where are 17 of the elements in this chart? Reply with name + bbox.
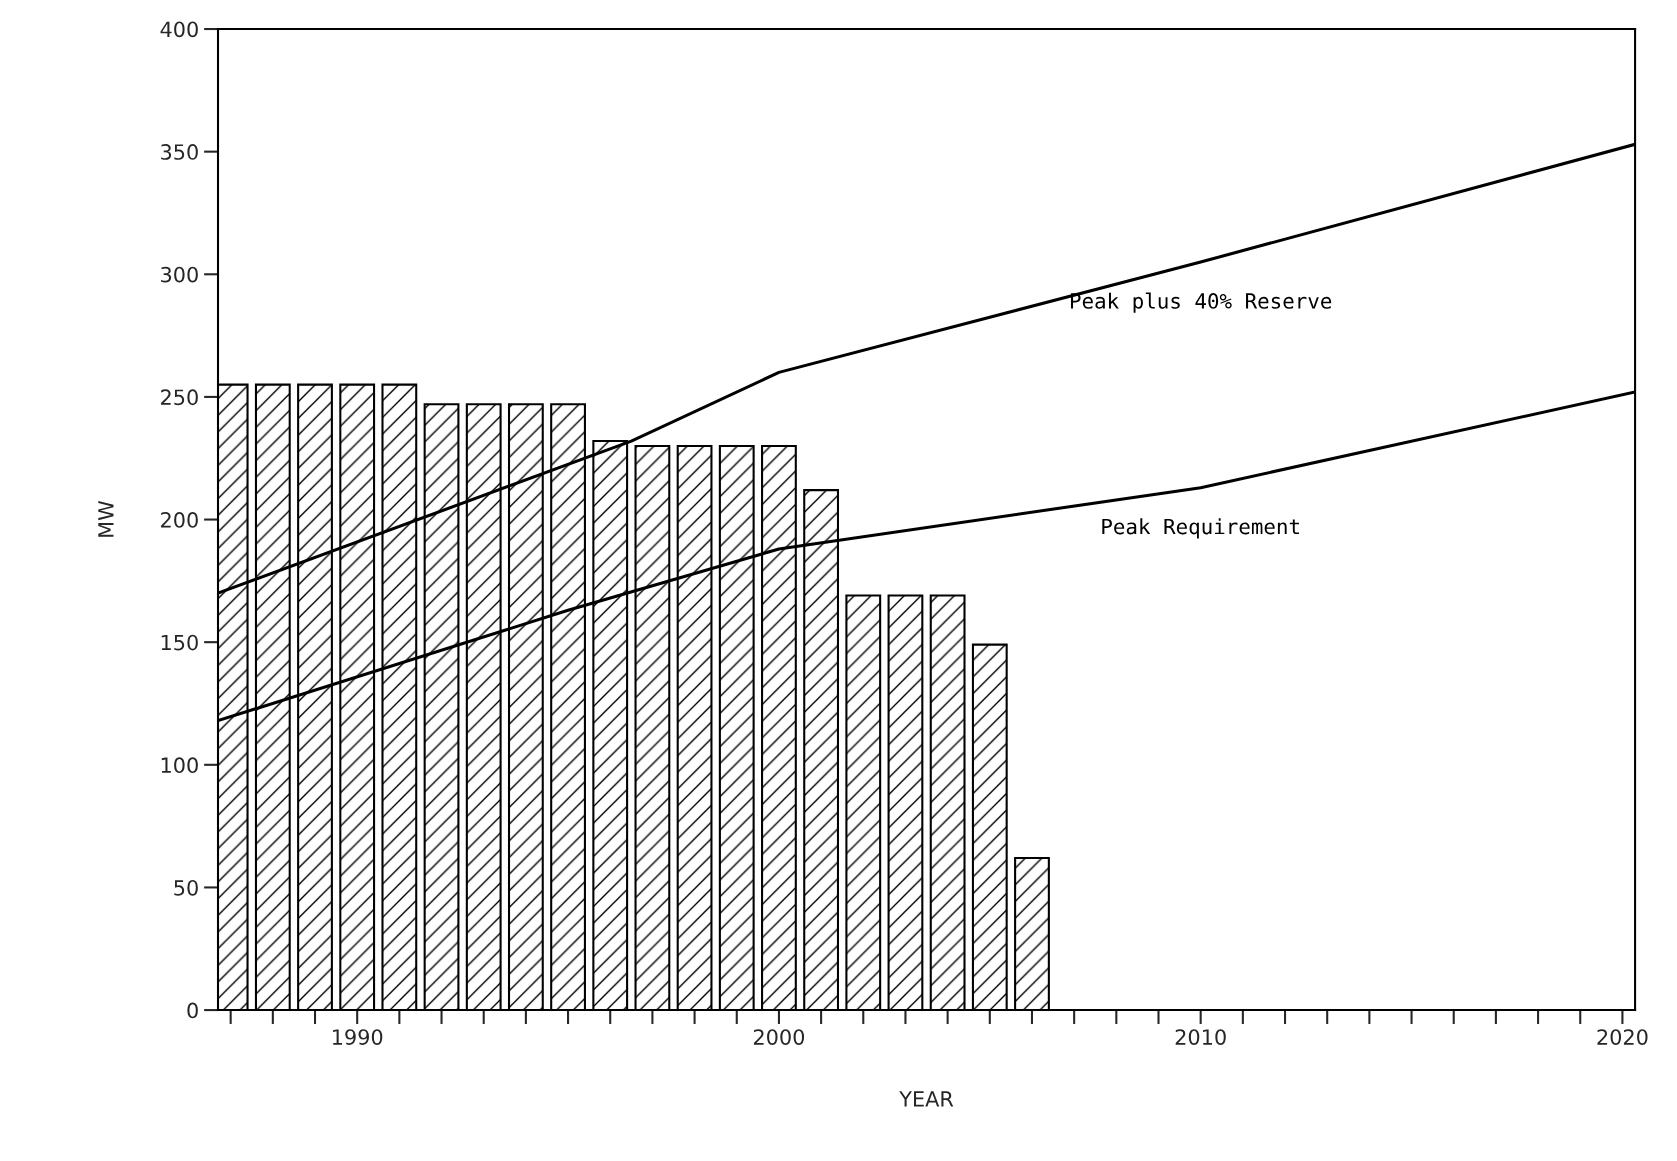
x-tick-label: 2020 xyxy=(1597,1029,1648,1045)
series-label: Peak plus 40% Reserve xyxy=(1070,292,1332,313)
y-tick-label: 400 xyxy=(160,21,198,38)
x-tick-label: 1990 xyxy=(332,1029,383,1045)
x-tick-label: 2000 xyxy=(753,1029,805,1045)
y-tick-label: 250 xyxy=(161,389,198,406)
x-tick-label: 2010 xyxy=(1175,1029,1226,1045)
y-tick-label: 300 xyxy=(161,266,198,283)
y-tick-label: 350 xyxy=(161,144,198,160)
y-tick-label: 100 xyxy=(161,757,198,774)
x-axis-title: YEAR xyxy=(899,1091,954,1107)
y-tick-label: 50 xyxy=(174,879,198,896)
y-tick-label: 200 xyxy=(161,512,198,528)
y-tick-label: 150 xyxy=(161,634,198,651)
series-label: Peak Requirement xyxy=(1102,518,1299,539)
y-axis-title: MW xyxy=(98,500,114,537)
y-tick-label: 0 xyxy=(187,1002,198,1019)
